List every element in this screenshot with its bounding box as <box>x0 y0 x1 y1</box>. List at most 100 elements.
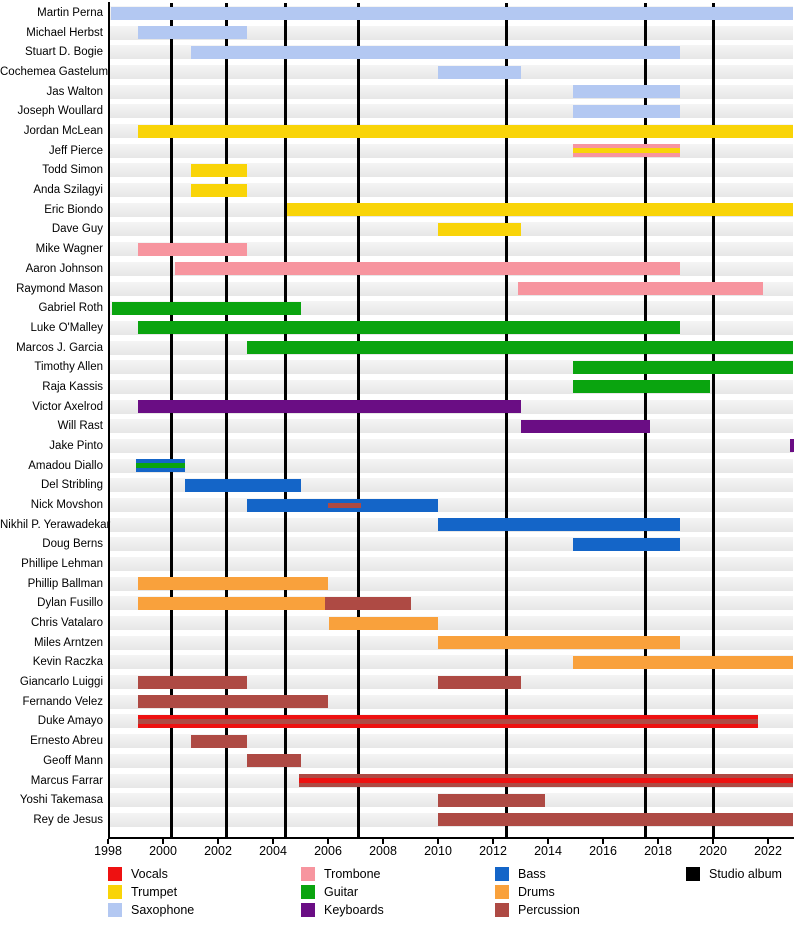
x-axis-tick <box>382 839 384 844</box>
member-tenure-bar <box>138 242 247 256</box>
row-band <box>110 557 793 572</box>
member-tenure-bar <box>572 380 711 394</box>
member-label: Raja Kassis <box>42 380 103 393</box>
member-label: Rey de Jesus <box>33 813 103 826</box>
row-band <box>110 143 793 158</box>
x-axis-tick-label: 2020 <box>699 844 727 858</box>
member-tenure-bar <box>175 262 680 276</box>
member-label: Geoff Mann <box>43 754 103 767</box>
member-label: Phillip Ballman <box>27 577 103 590</box>
member-tenure-bar <box>138 26 247 40</box>
x-axis-tick <box>437 839 439 844</box>
member-label: Kevin Raczka <box>32 656 103 669</box>
x-axis-tick-label: 2002 <box>204 844 232 858</box>
secondary-instrument-stripe <box>135 463 185 469</box>
legend-label: Saxophone <box>131 903 195 917</box>
member-label: Marcus Farrar <box>30 774 103 787</box>
x-axis-tick <box>272 839 274 844</box>
legend-label: Guitar <box>324 885 359 899</box>
member-tenure-bar <box>110 6 793 20</box>
member-label: Duke Amayo <box>37 715 103 728</box>
row-band <box>110 84 793 99</box>
member-label: Giancarlo Luiggi <box>19 676 103 689</box>
x-axis-tick-label: 1998 <box>94 844 122 858</box>
member-tenure-bar <box>572 144 680 158</box>
x-axis-tick <box>602 839 604 844</box>
member-label: Nikhil P. Yerawadekar <box>0 518 111 531</box>
member-tenure-bar <box>572 360 793 374</box>
member-label: Doug Berns <box>42 538 103 551</box>
member-tenure-bar <box>572 104 680 118</box>
studio-album-line <box>356 3 360 837</box>
member-tenure-bar <box>138 596 326 610</box>
legend-label: Drums <box>518 885 555 899</box>
member-label: Marcos J. Garcia <box>16 341 103 354</box>
secondary-instrument-stripe <box>572 148 680 154</box>
row-band <box>110 419 793 434</box>
x-axis-tick <box>162 839 164 844</box>
member-label: Amadou Diallo <box>28 459 103 472</box>
secondary-instrument-stripe <box>138 718 759 724</box>
member-tenure-bar <box>138 321 680 335</box>
member-label: Martin Perna <box>37 7 103 19</box>
legend-color-swatch <box>301 903 315 917</box>
member-tenure-bar <box>572 655 793 669</box>
row-band <box>110 734 793 749</box>
member-tenure-bar <box>438 793 546 807</box>
member-tenure-bar <box>135 459 185 473</box>
member-tenure-bar <box>520 419 650 433</box>
member-label: Stuart D. Bogie <box>25 46 103 59</box>
member-tenure-bar <box>138 695 328 709</box>
member-label: Chris Vatalaro <box>30 617 103 630</box>
x-axis-tick-label: 2018 <box>644 844 672 858</box>
member-tenure-bar <box>138 577 328 591</box>
row-band <box>110 616 793 631</box>
member-label: Jas Walton <box>46 85 103 98</box>
x-axis-tick <box>657 839 659 844</box>
member-label: Yoshi Takemasa <box>19 794 103 807</box>
x-axis-tick-label: 2000 <box>149 844 177 858</box>
member-label: Todd Simon <box>42 164 103 177</box>
row-band <box>110 753 793 768</box>
studio-album-line <box>505 3 509 837</box>
member-label: Raymond Mason <box>16 282 103 295</box>
legend-color-swatch <box>301 867 315 881</box>
member-tenure-bar <box>790 439 795 453</box>
member-tenure-bar <box>190 183 247 197</box>
studio-album-line <box>224 3 228 837</box>
secondary-instrument-stripe <box>299 778 793 784</box>
member-label: Ernesto Abreu <box>30 735 103 748</box>
x-axis-tick-label: 2010 <box>424 844 452 858</box>
x-axis-tick-label: 2008 <box>369 844 397 858</box>
member-tenure-bar <box>246 498 438 512</box>
legend-label: Percussion <box>518 903 580 917</box>
x-axis-tick-label: 2006 <box>314 844 342 858</box>
member-tenure-bar <box>438 65 521 79</box>
legend-label: Studio album <box>709 867 782 881</box>
x-axis-tick <box>327 839 329 844</box>
member-tenure-bar <box>572 537 680 551</box>
legend-color-swatch <box>495 867 509 881</box>
member-tenure-bar <box>138 400 521 414</box>
y-axis-line <box>108 2 110 839</box>
member-label: Jeff Pierce <box>48 144 103 157</box>
legend-color-swatch <box>301 885 315 899</box>
member-label: Jordan McLean <box>23 125 103 138</box>
row-band <box>110 25 793 40</box>
member-label: Gabriel Roth <box>38 302 103 315</box>
member-tenure-bar <box>138 714 759 728</box>
row-band <box>110 183 793 198</box>
member-label: Nick Movshon <box>30 499 103 511</box>
member-tenure-bar <box>299 774 793 788</box>
row-band <box>110 104 793 119</box>
legend-color-swatch <box>108 903 122 917</box>
member-label: Eric Biondo <box>44 203 103 216</box>
member-tenure-bar <box>246 754 301 768</box>
member-label: Miles Arntzen <box>33 636 103 649</box>
member-tenure-bar <box>438 222 521 236</box>
member-tenure-bar <box>112 301 301 315</box>
row-band <box>110 537 793 552</box>
row-band <box>110 242 793 257</box>
x-axis-tick <box>217 839 219 844</box>
x-axis-tick <box>767 839 769 844</box>
